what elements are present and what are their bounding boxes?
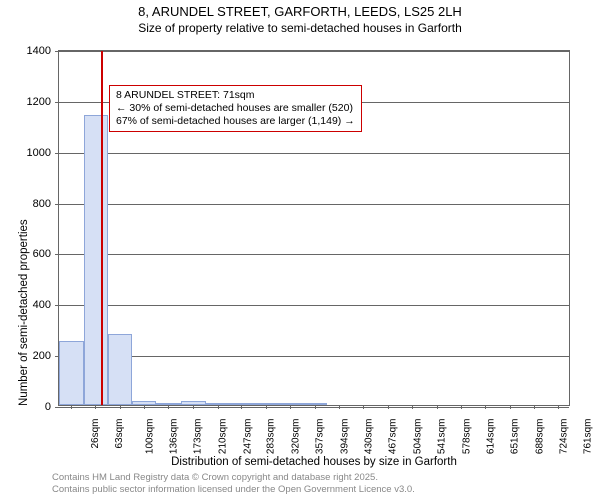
y-tick-label: 0 xyxy=(11,401,51,413)
x-tick-label: 136sqm xyxy=(168,419,179,455)
x-tick-label: 26sqm xyxy=(90,419,101,449)
y-tick-label: 600 xyxy=(11,248,51,260)
x-tick xyxy=(290,405,291,409)
x-tick xyxy=(363,405,364,409)
y-tick-label: 800 xyxy=(11,198,51,210)
x-tick-label: 357sqm xyxy=(315,419,326,455)
footer-line1: Contains HM Land Registry data © Crown c… xyxy=(52,472,415,484)
x-tick-label: 578sqm xyxy=(462,419,473,455)
y-tick xyxy=(55,204,59,205)
chart-area: Number of semi-detached properties 02004… xyxy=(58,50,570,406)
y-tick xyxy=(55,51,59,52)
x-tick-label: 430sqm xyxy=(363,419,374,455)
x-tick-label: 651sqm xyxy=(510,419,521,455)
annotation-line1: 8 ARUNDEL STREET: 71sqm xyxy=(116,89,355,102)
y-gridline xyxy=(59,254,569,255)
x-tick xyxy=(168,405,169,409)
x-tick-label: 688sqm xyxy=(535,419,546,455)
y-gridline xyxy=(59,153,569,154)
x-tick xyxy=(534,405,535,409)
x-tick-label: 504sqm xyxy=(413,419,424,455)
x-tick-label: 394sqm xyxy=(340,419,351,455)
x-tick xyxy=(144,405,145,409)
histogram-bar xyxy=(108,334,132,405)
x-tick xyxy=(558,405,559,409)
x-tick xyxy=(461,405,462,409)
x-tick-label: 467sqm xyxy=(388,419,399,455)
footer-line2: Contains public sector information licen… xyxy=(52,484,415,496)
x-tick-label: 247sqm xyxy=(242,419,253,455)
attribution-footer: Contains HM Land Registry data © Crown c… xyxy=(52,472,415,496)
y-axis-label: Number of semi-detached properties xyxy=(18,219,30,406)
y-tick-label: 200 xyxy=(11,350,51,362)
y-gridline xyxy=(59,204,569,205)
x-tick xyxy=(485,405,486,409)
x-tick-label: 210sqm xyxy=(218,419,229,455)
x-tick xyxy=(193,405,194,409)
y-tick-label: 1200 xyxy=(11,96,51,108)
histogram-bar xyxy=(84,115,109,405)
y-tick xyxy=(55,102,59,103)
y-tick-label: 400 xyxy=(11,299,51,311)
annotation-line2: ← 30% of semi-detached houses are smalle… xyxy=(116,102,355,115)
y-tick xyxy=(55,305,59,306)
title-line2: Size of property relative to semi-detach… xyxy=(0,21,600,37)
x-tick xyxy=(510,405,511,409)
y-gridline xyxy=(59,407,569,408)
x-tick-label: 100sqm xyxy=(145,419,156,455)
y-gridline xyxy=(59,51,569,52)
x-tick-label: 320sqm xyxy=(291,419,302,455)
x-tick-label: 724sqm xyxy=(558,419,569,455)
x-tick-label: 761sqm xyxy=(583,419,594,455)
y-gridline xyxy=(59,305,569,306)
annotation-box: 8 ARUNDEL STREET: 71sqm← 30% of semi-det… xyxy=(109,85,362,132)
x-tick xyxy=(95,405,96,409)
property-marker-line xyxy=(101,51,103,405)
x-tick xyxy=(437,405,438,409)
x-tick-label: 614sqm xyxy=(485,419,496,455)
y-gridline xyxy=(59,356,569,357)
y-tick xyxy=(55,407,59,408)
annotation-line3: 67% of semi-detached houses are larger (… xyxy=(116,115,355,128)
x-tick-label: 541sqm xyxy=(437,419,448,455)
x-tick xyxy=(315,405,316,409)
plot-region: 020040060080010001200140026sqm63sqm100sq… xyxy=(58,50,570,406)
x-tick xyxy=(120,405,121,409)
x-tick xyxy=(412,405,413,409)
y-tick-label: 1000 xyxy=(11,147,51,159)
histogram-bar xyxy=(59,341,84,405)
x-tick xyxy=(71,405,72,409)
y-tick-label: 1400 xyxy=(11,45,51,57)
x-axis-label: Distribution of semi-detached houses by … xyxy=(58,456,570,468)
x-tick-label: 63sqm xyxy=(114,419,125,449)
x-tick xyxy=(241,405,242,409)
chart-title: 8, ARUNDEL STREET, GARFORTH, LEEDS, LS25… xyxy=(0,0,600,36)
x-tick xyxy=(218,405,219,409)
x-tick-label: 283sqm xyxy=(266,419,277,455)
x-tick xyxy=(266,405,267,409)
x-tick xyxy=(388,405,389,409)
x-tick xyxy=(339,405,340,409)
x-tick-label: 173sqm xyxy=(193,419,204,455)
title-line1: 8, ARUNDEL STREET, GARFORTH, LEEDS, LS25… xyxy=(0,4,600,21)
y-tick xyxy=(55,254,59,255)
y-tick xyxy=(55,153,59,154)
